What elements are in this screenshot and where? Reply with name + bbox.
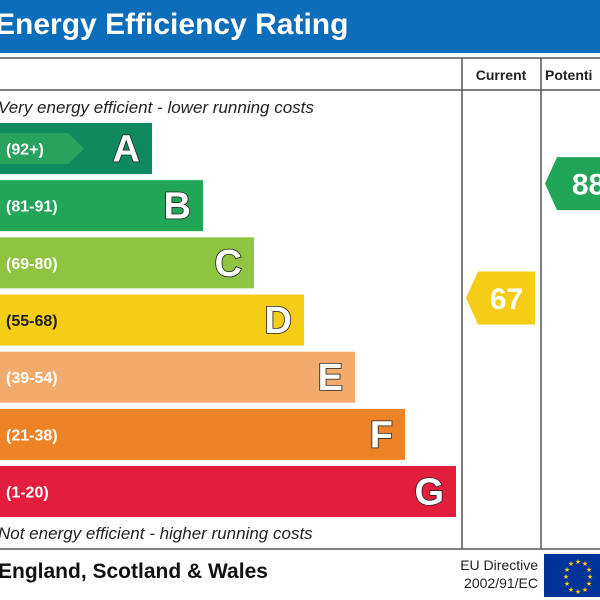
band-range-b: (81-91): [6, 199, 58, 216]
band-range-c: (69-80): [6, 256, 58, 273]
band-range-e: (39-54): [6, 370, 58, 387]
page-title: Energy Efficiency Rating: [0, 8, 349, 41]
band-bar-f: [0, 408, 405, 460]
svg-text:★: ★: [563, 573, 569, 581]
current-rating-marker: 67: [466, 271, 535, 325]
band-range-g: (1-20): [6, 485, 49, 502]
band-letter-f: F: [370, 414, 393, 456]
current-rating-marker-value: 67: [490, 283, 523, 316]
potential-rating-marker: 88: [545, 157, 600, 211]
band-f: (21-38) F: [0, 408, 405, 460]
band-bar-e: [0, 351, 355, 403]
top-note: Very energy efficient - lower running co…: [0, 98, 314, 117]
eu-directive-line-1: EU Directive: [460, 557, 538, 573]
energy-rating-chart: Current Potenti Very energy efficient - …: [0, 57, 600, 550]
svg-text:★: ★: [575, 588, 581, 596]
column-header-current: Current: [476, 67, 527, 83]
svg-text:★: ★: [575, 558, 581, 566]
svg-text:★: ★: [582, 560, 588, 568]
rating-bands: (92+) A (81-91) B (69-80) C (55-68) D (39-54) E (2…: [0, 123, 456, 518]
potential-rating-marker-arrow: [545, 157, 600, 211]
rating-markers: 67 88: [466, 157, 600, 325]
band-letter-a: A: [113, 129, 140, 171]
svg-text:★: ★: [568, 560, 574, 568]
band-b: (81-91) B: [0, 180, 203, 232]
footer: England, Scotland & Wales EU Directive 2…: [0, 551, 600, 600]
band-bar-g: [0, 466, 456, 518]
footer-region-label: England, Scotland & Wales: [0, 560, 268, 583]
svg-text:★: ★: [587, 573, 593, 581]
band-range-f: (21-38): [6, 427, 58, 444]
current-rating-marker-arrow: [466, 271, 535, 325]
eu-flag-icon: ★ ★ ★ ★ ★ ★ ★ ★ ★ ★ ★ ★: [544, 554, 600, 597]
band-c: (69-80) C: [0, 237, 254, 289]
band-range-a: (92+): [6, 142, 44, 159]
band-letter-b: B: [164, 186, 191, 228]
band-letter-c: C: [215, 243, 242, 285]
svg-text:★: ★: [568, 586, 574, 594]
column-header-potential: Potenti: [545, 67, 592, 83]
svg-text:★: ★: [564, 580, 570, 588]
band-a-arrow-highlight: [0, 133, 84, 164]
band-g: (1-20) G: [0, 466, 456, 518]
band-bar-d: [0, 294, 304, 346]
band-d: (55-68) D: [0, 294, 304, 346]
bottom-note: Not energy efficient - higher running co…: [0, 524, 313, 543]
svg-text:★: ★: [586, 566, 592, 574]
band-range-d: (55-68): [6, 313, 58, 330]
eu-directive-line-2: 2002/91/EC: [464, 575, 538, 591]
svg-text:★: ★: [582, 586, 588, 594]
potential-rating-marker-value: 88: [572, 169, 600, 202]
band-letter-d: D: [265, 300, 292, 342]
band-letter-e: E: [318, 357, 343, 399]
band-bar-b: [0, 180, 203, 232]
svg-text:★: ★: [564, 566, 570, 574]
band-bar-c: [0, 237, 254, 289]
band-e: (39-54) E: [0, 351, 355, 403]
header-bar: Energy Efficiency Rating: [0, 0, 600, 53]
svg-text:★: ★: [586, 580, 592, 588]
band-a: (92+) A: [0, 123, 152, 174]
chart-grid: [0, 57, 600, 550]
band-letter-g: G: [414, 472, 444, 514]
